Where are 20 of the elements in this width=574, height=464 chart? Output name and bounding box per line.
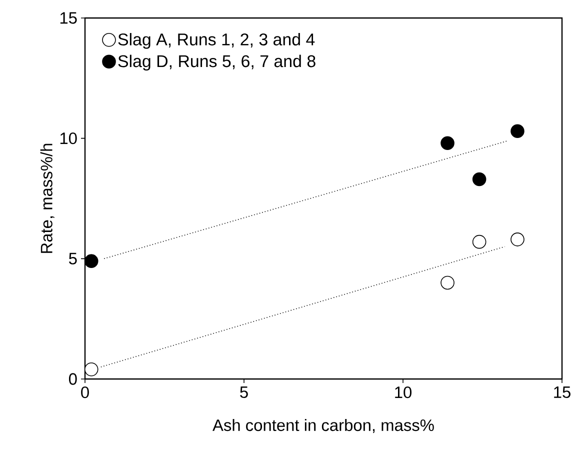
point bbox=[472, 172, 486, 186]
x-tick-label: 5 bbox=[240, 386, 248, 398]
x-tick-label: 0 bbox=[81, 386, 89, 398]
y-tick-label: 5 bbox=[68, 252, 77, 264]
x-tick-label: 15 bbox=[554, 386, 570, 398]
point bbox=[440, 276, 454, 290]
point bbox=[84, 254, 98, 268]
x-tick-label: 10 bbox=[395, 386, 412, 398]
y-tick-label: 0 bbox=[68, 373, 77, 385]
point bbox=[472, 234, 486, 249]
y-tick-label: 15 bbox=[60, 12, 77, 24]
point bbox=[510, 232, 524, 246]
legend-label: Slag A, Runs 1, 2, 3 and 4 bbox=[118, 33, 315, 49]
point bbox=[440, 136, 454, 150]
point bbox=[510, 124, 524, 138]
x-axis-title: Ash content in carbon, mass% bbox=[212, 419, 434, 434]
y-tick-label: 10 bbox=[60, 132, 77, 144]
point bbox=[84, 362, 98, 376]
legend-label: Slag D, Runs 5, 6, 7 and 8 bbox=[118, 54, 316, 71]
y-axis-title: Rate, mass%/h bbox=[40, 144, 54, 253]
